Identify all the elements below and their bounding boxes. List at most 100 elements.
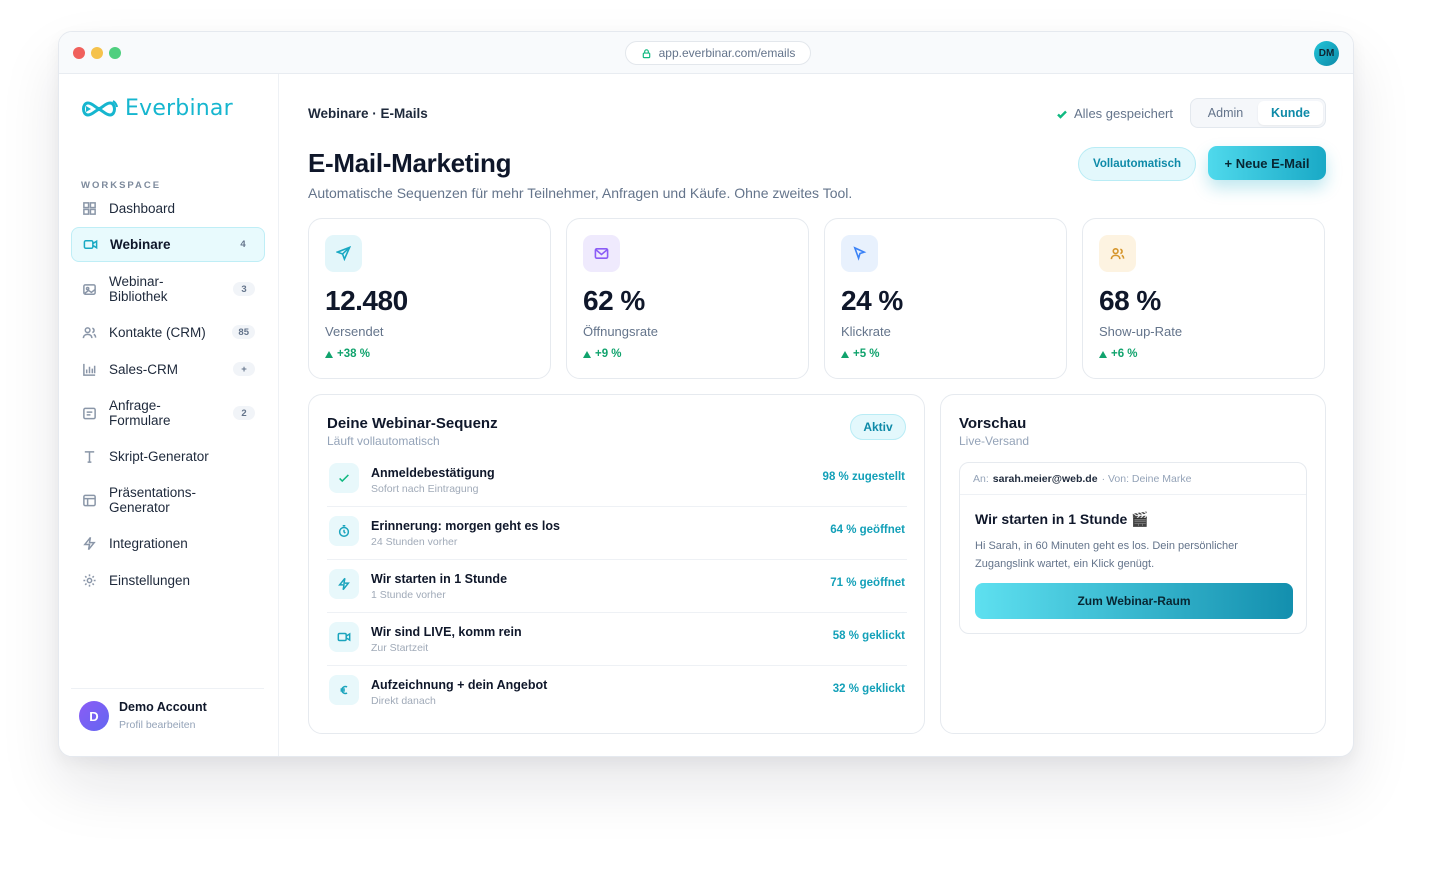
video-icon xyxy=(329,622,359,652)
add-badge[interactable]: + xyxy=(233,362,255,376)
stat-card-klickrate: 24 % Klickrate +5 % xyxy=(824,218,1067,379)
to-label: An: xyxy=(973,472,989,485)
vollautomatisch-button[interactable]: Vollautomatisch xyxy=(1078,147,1196,181)
sequence-row[interactable]: Wir starten in 1 Stunde 1 Stunde vorher … xyxy=(327,560,907,613)
euro-icon xyxy=(329,675,359,705)
bolt-icon xyxy=(81,535,97,551)
toggle-admin[interactable]: Admin xyxy=(1207,106,1244,120)
minimize-window-button[interactable] xyxy=(91,47,103,59)
sequence-subtitle: Läuft vollautomatisch xyxy=(327,434,440,448)
sidebar-item-praesentations-generator[interactable]: Präsentations- Generator xyxy=(71,484,265,516)
sidebar-item-skript-generator[interactable]: Skript-Generator xyxy=(71,442,265,470)
sidebar-item-bibliothek[interactable]: Webinar- Bibliothek 3 xyxy=(71,273,265,305)
preview-subtitle: Live-Versand xyxy=(959,434,1030,448)
sidebar-item-label: Webinare xyxy=(110,237,171,252)
sidebar-item-label: Integrationen xyxy=(109,535,188,551)
maximize-window-button[interactable] xyxy=(109,47,121,59)
app-window: app.everbinar.com/emails DM Everbinar WO… xyxy=(58,31,1354,757)
preview-panel: Vorschau Live-Versand An: sarah.meier@we… xyxy=(940,394,1326,734)
address-bar[interactable]: app.everbinar.com/emails xyxy=(625,41,811,65)
trend-up-icon xyxy=(325,350,333,358)
user-avatar[interactable]: DM xyxy=(1314,41,1339,66)
stat-card-versendet: 12.480 Versendet +38 % xyxy=(308,218,551,379)
grid-icon xyxy=(81,200,97,216)
brand-logo[interactable]: Everbinar xyxy=(79,96,233,121)
lock-icon xyxy=(642,48,650,58)
sidebar-item-label: Dashboard xyxy=(109,200,176,216)
sidebar-item-kontakte[interactable]: Kontakte (CRM) 85 xyxy=(71,318,265,346)
status-badge[interactable]: Aktiv xyxy=(850,414,906,440)
row-subtitle: Direkt danach xyxy=(371,695,436,707)
count-badge: 2 xyxy=(233,406,255,420)
trend-up-icon xyxy=(583,350,591,358)
row-subtitle: Zur Startzeit xyxy=(371,642,429,654)
close-window-button[interactable] xyxy=(73,47,85,59)
page-title: E-Mail-Marketing xyxy=(308,148,512,178)
recipient-address: sarah.meier@web.de xyxy=(992,472,1098,485)
stat-delta: +5 % xyxy=(841,348,880,360)
page-subtitle: Automatische Sequenzen für mehr Teilnehm… xyxy=(308,185,853,201)
stat-label: Show-up-Rate xyxy=(1099,324,1183,339)
video-icon xyxy=(82,237,98,253)
stat-delta: +9 % xyxy=(583,348,622,360)
row-subtitle: 1 Stunde vorher xyxy=(371,589,446,601)
toggle-kunde[interactable]: Kunde xyxy=(1258,101,1323,125)
preview-title: Vorschau xyxy=(959,415,1027,432)
sequence-row[interactable]: Wir sind LIVE, komm rein Zur Startzeit 5… xyxy=(327,613,907,666)
sequence-panel: Deine Webinar-Sequenz Läuft vollautomati… xyxy=(308,394,925,734)
sidebar-item-label: Webinar- Bibliothek xyxy=(109,274,168,304)
cursor-icon xyxy=(841,235,878,272)
sidebar-item-label: Anfrage- Formulare xyxy=(109,398,171,428)
image-icon xyxy=(81,281,97,297)
check-icon xyxy=(329,463,359,493)
browser-titlebar: app.everbinar.com/emails DM xyxy=(59,32,1353,74)
timer-icon xyxy=(329,516,359,546)
send-icon xyxy=(325,235,362,272)
email-header: An: sarah.meier@web.de · Von: Deine Mark… xyxy=(960,463,1306,495)
sidebar-item-label: Präsentations- Generator xyxy=(109,485,197,515)
stat-value: 68 % xyxy=(1099,285,1161,316)
sidebar: Everbinar WORKSPACE Dashboard Webinare 4… xyxy=(59,74,279,756)
count-badge: 85 xyxy=(232,325,255,339)
sidebar-item-einstellungen[interactable]: Einstellungen xyxy=(71,566,265,594)
row-metric: 58 % geklickt xyxy=(832,630,905,642)
main-content: Webinare · E-Mails Alles gespeichert Adm… xyxy=(279,74,1353,756)
row-title: Anmeldebestätigung xyxy=(371,466,495,480)
profile-card[interactable]: D Demo Account Profil bearbeiten xyxy=(71,688,264,756)
row-metric: 98 % zugestellt xyxy=(822,471,905,483)
sequence-title: Deine Webinar-Sequenz xyxy=(327,415,498,432)
edit-profile-link[interactable]: Profil bearbeiten xyxy=(119,719,196,731)
infinity-play-icon xyxy=(82,99,118,117)
layout-icon xyxy=(81,492,97,508)
form-icon xyxy=(81,405,97,421)
sequence-row[interactable]: Aufzeichnung + dein Angebot Direkt danac… xyxy=(327,666,907,719)
sidebar-item-formulare[interactable]: Anfrage- Formulare 2 xyxy=(71,397,265,429)
stat-label: Klickrate xyxy=(841,324,891,339)
count-badge: 4 xyxy=(240,239,246,250)
new-email-button[interactable]: + Neue E-Mail xyxy=(1208,146,1326,180)
view-toggle: Admin Kunde xyxy=(1190,98,1326,128)
email-subject: Wir starten in 1 Stunde 🎬 xyxy=(975,511,1149,527)
sidebar-item-label: Skript-Generator xyxy=(109,448,209,464)
row-metric: 71 % geöffnet xyxy=(830,577,905,589)
sidebar-item-integrationen[interactable]: Integrationen xyxy=(71,529,265,557)
stat-label: Öffnungsrate xyxy=(583,324,658,339)
row-metric: 32 % geklickt xyxy=(832,683,905,695)
gear-icon xyxy=(81,572,97,588)
breadcrumb: Webinare · E-Mails xyxy=(308,106,428,121)
save-status: Alles gespeichert xyxy=(1056,106,1173,121)
sidebar-item-label: Kontakte (CRM) xyxy=(109,324,206,340)
sender: · Von: Deine Marke xyxy=(1101,472,1192,485)
stat-card-oeffnungsrate: 62 % Öffnungsrate +9 % xyxy=(566,218,809,379)
brand-name: Everbinar xyxy=(125,96,233,121)
sidebar-item-webinare[interactable]: Webinare 4 xyxy=(71,227,265,262)
trend-up-icon xyxy=(1099,350,1107,358)
webinar-room-button[interactable]: Zum Webinar-Raum xyxy=(975,583,1293,619)
stat-value: 62 % xyxy=(583,285,645,316)
sidebar-item-dashboard[interactable]: Dashboard xyxy=(71,194,265,222)
sequence-row[interactable]: Erinnerung: morgen geht es los 24 Stunde… xyxy=(327,507,907,560)
stat-value: 24 % xyxy=(841,285,903,316)
sequence-row[interactable]: Anmeldebestätigung Sofort nach Eintragun… xyxy=(327,454,907,507)
sidebar-item-sales-crm[interactable]: Sales-CRM + xyxy=(71,355,265,383)
save-status-text: Alles gespeichert xyxy=(1074,106,1173,121)
